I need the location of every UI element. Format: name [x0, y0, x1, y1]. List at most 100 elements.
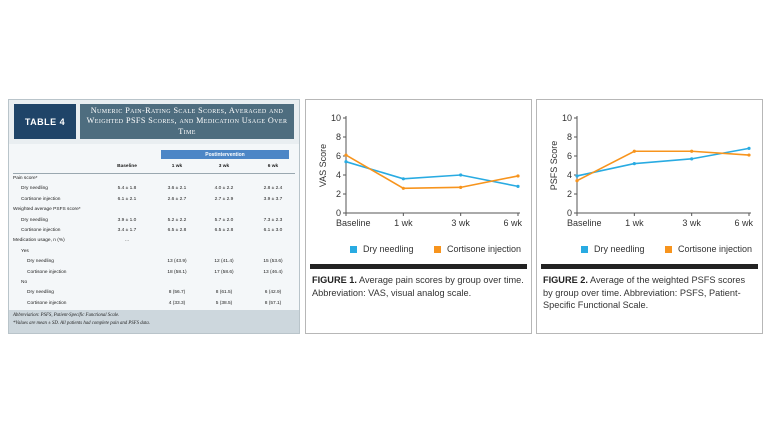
table-cell: 15 (53.6): [263, 259, 283, 265]
data-point: [459, 173, 463, 177]
table-row: Weighted average PSFS score*: [9, 206, 299, 215]
table-4-panel: TABLE 4 Numeric Pain-Rating Scale Scores…: [8, 99, 300, 334]
table-cell: 6 (42.9): [264, 290, 282, 296]
figure-1-chart: 0 2 4 6 8 10 Baseline 1 wk 3 wk 6 wk VAS Score: [318, 113, 522, 228]
table-header: TABLE 4 Numeric Pain-Rating Scale Scores…: [9, 100, 299, 144]
table-cell: 3.4 ± 1.7: [117, 228, 137, 233]
table-cell: 5.4 ± 1.8: [117, 186, 137, 192]
table-cell: 8 (61.5): [215, 290, 233, 296]
figure-divider-bar: [310, 264, 527, 269]
row-label: Dry needling: [21, 217, 48, 223]
table-row: Cortisone injection 3.4 ± 1.7 6.5 ± 2.8 6.5…: [9, 227, 299, 236]
row-label: Cortisone injection: [27, 300, 67, 306]
row-label: Cortisone injection: [21, 228, 61, 233]
table-cell: 5 (38.5): [215, 300, 233, 306]
table-row: Cortisone injection 18 (58.1) 17 (58.6) 13 …: [9, 269, 299, 278]
legend-item: Cortisone injection: [434, 244, 521, 254]
legend-item: Dry needling: [350, 244, 414, 254]
x-tick-label: 1 wk: [394, 218, 413, 228]
figure-1-caption: FIGURE 1. Average pain scores by group o…: [312, 274, 526, 299]
legend-swatch-orange: [434, 245, 441, 253]
data-point: [747, 146, 751, 150]
postintervention-header: Postintervention: [161, 150, 289, 159]
row-label: Pain score*: [13, 176, 38, 181]
data-point: [690, 149, 694, 153]
x-tick-label: Baseline: [567, 218, 602, 228]
legend-label: Cortisone injection: [447, 244, 522, 254]
table-row: Dry needling 5.4 ± 1.8 3.6 ± 2.1 4.0 ± 2.2 2…: [9, 185, 299, 194]
caption-text: Average of the weighted PSFS scores by g…: [543, 275, 746, 310]
table-footnote: Abbreviation: PSFS, Patient-Specific Fun…: [13, 313, 120, 318]
caption-text: Average pain scores by group over time. …: [312, 275, 524, 298]
series-line-cortisone-injection: [345, 154, 519, 190]
table-cell: 2.6 ± 2.7: [167, 196, 187, 202]
table-row: Pain score*: [9, 175, 299, 184]
data-point: [690, 157, 694, 161]
table-cell: ...: [125, 238, 129, 244]
column-header: 6 wk: [267, 164, 279, 169]
column-header: Baseline: [117, 164, 137, 169]
y-axis-label: VAS Score: [318, 144, 328, 187]
row-label: Dry needling: [21, 186, 48, 192]
legend-item: Dry needling: [581, 244, 645, 254]
data-point: [344, 153, 348, 157]
data-point: [401, 177, 405, 181]
table-cell: 6.1 ± 3.0: [263, 228, 283, 233]
table-row: Yes: [9, 248, 299, 257]
table-title: Numeric Pain-Rating Scale Scores, Averag…: [80, 104, 294, 139]
y-tick-label: 0: [567, 208, 572, 218]
legend-swatch-orange: [665, 245, 672, 253]
table-row: Dry needling 8 (56.7) 8 (61.5) 6 (42.9): [9, 289, 299, 298]
legend-swatch-blue: [581, 245, 588, 253]
table-row: Cortisone injection 4 (33.3) 5 (38.5) 8 (57…: [9, 300, 299, 309]
y-tick-label: 0: [336, 208, 341, 218]
figure-1-legend: Dry needling Cortisone injection: [306, 244, 531, 258]
row-label: Weighted average PSFS score*: [13, 207, 81, 213]
caption-label: FIGURE 1.: [312, 275, 357, 285]
table-cell: 3.9 ± 1.0: [117, 217, 137, 223]
table-cell: 12 (41.4): [214, 259, 234, 265]
table-cell: 18 (58.1): [167, 269, 187, 275]
table-divider: [13, 173, 295, 174]
y-tick-label: 2: [567, 189, 572, 199]
legend-item: Cortisone injection: [665, 244, 752, 254]
table-cell: 13 (43.9): [167, 259, 187, 265]
series-line-dry-needling: [576, 147, 750, 177]
table-cell: 6.5 ± 2.8: [214, 228, 234, 233]
table-cell: 7.3 ± 2.3: [263, 217, 283, 223]
x-tick-label: Baseline: [336, 218, 371, 228]
table-cell: 8 (56.7): [168, 290, 186, 296]
table-cell: 17 (58.6): [214, 269, 234, 275]
table-row: Dry needling 13 (43.9) 12 (41.4) 15 (53.6): [9, 258, 299, 267]
y-tick-label: 10: [331, 113, 341, 123]
data-point: [401, 186, 405, 190]
table-footnote: *Values are mean ± SD. All patients had …: [13, 321, 150, 326]
table-column-headers: Baseline 1 wk 3 wk 6 wk: [9, 163, 299, 172]
table-row: No: [9, 279, 299, 288]
data-point: [575, 174, 579, 178]
row-label: No: [21, 280, 28, 285]
column-header: 3 wk: [218, 164, 230, 169]
table-row: Dry needling 3.9 ± 1.0 5.2 ± 2.2 5.7 ± 2.0 7…: [9, 217, 299, 226]
figure-divider-bar: [541, 264, 758, 269]
figure-2-caption: FIGURE 2. Average of the weighted PSFS s…: [543, 274, 757, 312]
data-point: [747, 153, 751, 157]
table-cell: 2.8 ± 2.4: [263, 186, 283, 192]
row-label: Medication usage, n (%): [13, 238, 65, 244]
row-label: Dry needling: [27, 290, 54, 296]
legend-label: Dry needling: [594, 244, 645, 254]
legend-label: Dry needling: [363, 244, 414, 254]
row-label: Dry needling: [27, 259, 54, 265]
table-cell: 3.9 ± 3.7: [263, 196, 283, 202]
x-tick-label: 6 wk: [734, 218, 753, 228]
table-cell: 6.1 ± 2.1: [117, 196, 137, 202]
figure-2-panel: 0 2 4 6 8 10 Baseline 1 wk 3 wk 6 wk PSFS Score Dr…: [536, 99, 763, 334]
data-point: [344, 160, 348, 164]
row-label: Cortisone injection: [21, 196, 61, 202]
y-axis-label: PSFS Score: [549, 141, 559, 191]
y-tick-label: 10: [562, 113, 572, 123]
y-tick-label: 6: [567, 151, 572, 161]
table-cell: 5.2 ± 2.2: [167, 217, 187, 223]
column-header: 1 wk: [171, 164, 183, 169]
y-tick-label: 8: [336, 132, 341, 142]
